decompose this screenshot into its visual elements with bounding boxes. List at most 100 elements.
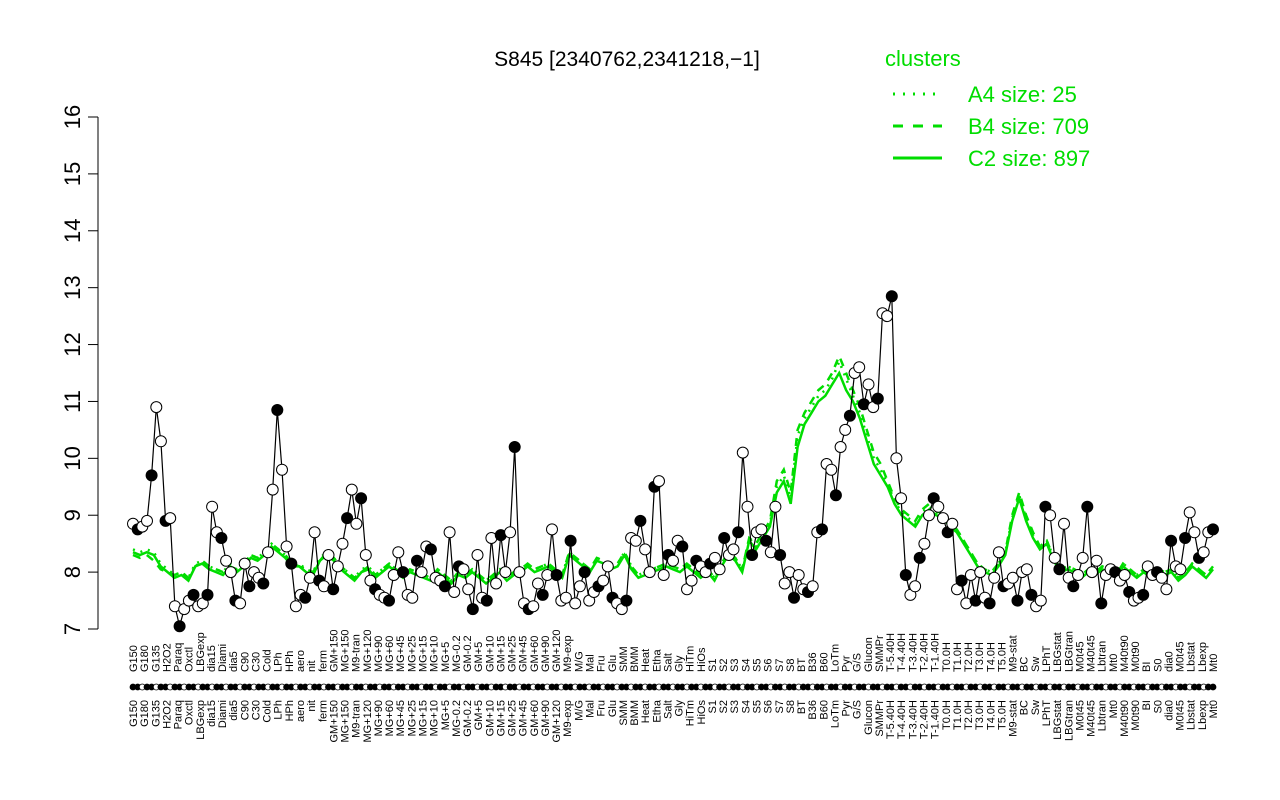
x-tick-label-bottom: T2.0H (963, 700, 975, 730)
data-points (127, 290, 1219, 633)
data-point (881, 310, 894, 323)
x-tick-label-top: GM+60 (529, 636, 541, 672)
x-tick-label-bottom: G135 (150, 700, 162, 727)
x-tick-label-bottom: HiTm (685, 700, 697, 726)
data-point (843, 409, 856, 422)
x-tick-label-top: LBGtran (1063, 631, 1075, 672)
data-point (350, 517, 363, 530)
x-tick-label-top: T5.0H (997, 642, 1009, 672)
data-point (839, 423, 852, 436)
data-point (471, 549, 484, 561)
data-point (657, 569, 670, 581)
x-tick-label-bottom: Glucon (863, 700, 875, 735)
data-point (220, 554, 233, 567)
x-tick-label-top: T-5.40H (885, 633, 897, 672)
y-tick-label: 11 (60, 390, 85, 413)
x-tick-label-top: G180 (139, 645, 151, 672)
x-tick-label-top: S2 (718, 659, 730, 672)
data-point (913, 551, 926, 564)
x-tick-label-bottom: Oxctl (184, 700, 196, 725)
data-point (141, 514, 153, 527)
x-tick-label-top: dia0 (1164, 651, 1176, 672)
data-point (1072, 569, 1084, 581)
x-tick-label-bottom: T0.0H (941, 700, 953, 730)
data-point (736, 446, 749, 459)
legend-label-c2: C2 size: 897 (968, 146, 1090, 171)
data-point (718, 532, 731, 544)
x-tick-label-bottom: Paraq (173, 700, 185, 729)
x-tick-label-bottom: Fru (596, 700, 608, 717)
x-tick-label-top: T4.0H (985, 642, 997, 672)
data-point (1058, 517, 1070, 530)
y-tick-label: 16 (60, 105, 85, 129)
y-tick-label: 9 (60, 509, 85, 521)
data-point (923, 509, 935, 522)
data-point (676, 540, 689, 553)
data-point (546, 523, 558, 536)
x-tick-label-top: MG+150 (340, 630, 352, 673)
x-tick-label-bottom: MG+15 (418, 700, 430, 736)
data-point (760, 534, 773, 547)
x-tick-label-bottom: C30 (251, 700, 263, 720)
data-point (937, 512, 949, 525)
y-tick-label: 15 (60, 162, 85, 186)
x-tick-label-bottom: M40t90 (1119, 700, 1131, 737)
x-tick-label-top: dia15 (206, 645, 218, 672)
x-tick-label-top: Glu (607, 655, 619, 672)
y-tick-label: 7 (60, 623, 85, 635)
x-axis: G150G150G180G180G135G135H2O2H2O2ParaqPar… (128, 630, 1220, 743)
data-point (331, 560, 344, 573)
data-point (243, 580, 256, 593)
cluster-line-b4 (132, 352, 1214, 583)
data-point (653, 475, 665, 488)
x-tick-label-bottom: M/G (573, 700, 585, 721)
x-tick-label-bottom: GM+120 (551, 700, 563, 743)
x-tick-label-bottom: dia5 (228, 700, 240, 721)
x-tick-label-bottom: T3.0H (974, 700, 986, 730)
x-tick-label-bottom: T4.0H (985, 700, 997, 730)
data-point (792, 569, 805, 581)
cluster-lines (132, 352, 1214, 586)
data-point (466, 603, 479, 616)
x-tick-label-bottom: B36 (807, 700, 819, 720)
x-tick-label-bottom: Mt0 (1208, 700, 1220, 718)
data-point (285, 557, 298, 570)
x-tick-label-top: Sw (1030, 657, 1042, 672)
data-point (154, 435, 167, 448)
x-tick-label-top: T-3.40H (907, 633, 919, 672)
x-tick-label-bottom: G180 (139, 700, 151, 727)
chart-title: S845 [2340762,2341218,−1] (494, 48, 760, 71)
data-point (383, 594, 395, 607)
x-tick-label-top: G150 (128, 645, 140, 672)
x-tick-label-top: T-2.40H (919, 633, 931, 672)
data-point (620, 594, 633, 607)
x-tick-label-bottom: aero (295, 700, 307, 722)
x-tick-label-bottom: MG-0.2 (451, 700, 463, 737)
x-tick-label-top: Mt0 (1208, 654, 1220, 672)
data-point (769, 500, 782, 513)
data-point (206, 500, 219, 513)
data-point (355, 492, 368, 505)
data-point (862, 378, 875, 391)
x-tick-label-bottom: M9-exp (562, 700, 574, 737)
y-tick-label: 10 (60, 446, 85, 470)
y-tick-label: 8 (60, 566, 85, 578)
x-tick-label-top: LBGexp (195, 632, 207, 672)
data-point (871, 392, 884, 405)
data-point (825, 463, 838, 476)
x-tick-label-top: C30 (251, 652, 263, 672)
x-tick-label-bottom: S0 (1152, 700, 1164, 713)
data-point (448, 586, 461, 598)
x-tick-label-top: MG+25 (406, 636, 418, 672)
data-point (1174, 563, 1187, 576)
x-tick-label-top: S6 (763, 659, 775, 672)
profile-line (132, 296, 1214, 627)
data-point (536, 588, 549, 601)
data-point (806, 580, 819, 593)
data-point (415, 566, 428, 579)
data-point (289, 600, 302, 613)
x-tick-label-top: MG+60 (384, 636, 396, 672)
x-tick-label-bottom: LoTm (829, 700, 841, 728)
x-tick-label-top: T-4.40H (896, 633, 908, 672)
x-tick-label-top: H2O2 (161, 643, 173, 672)
